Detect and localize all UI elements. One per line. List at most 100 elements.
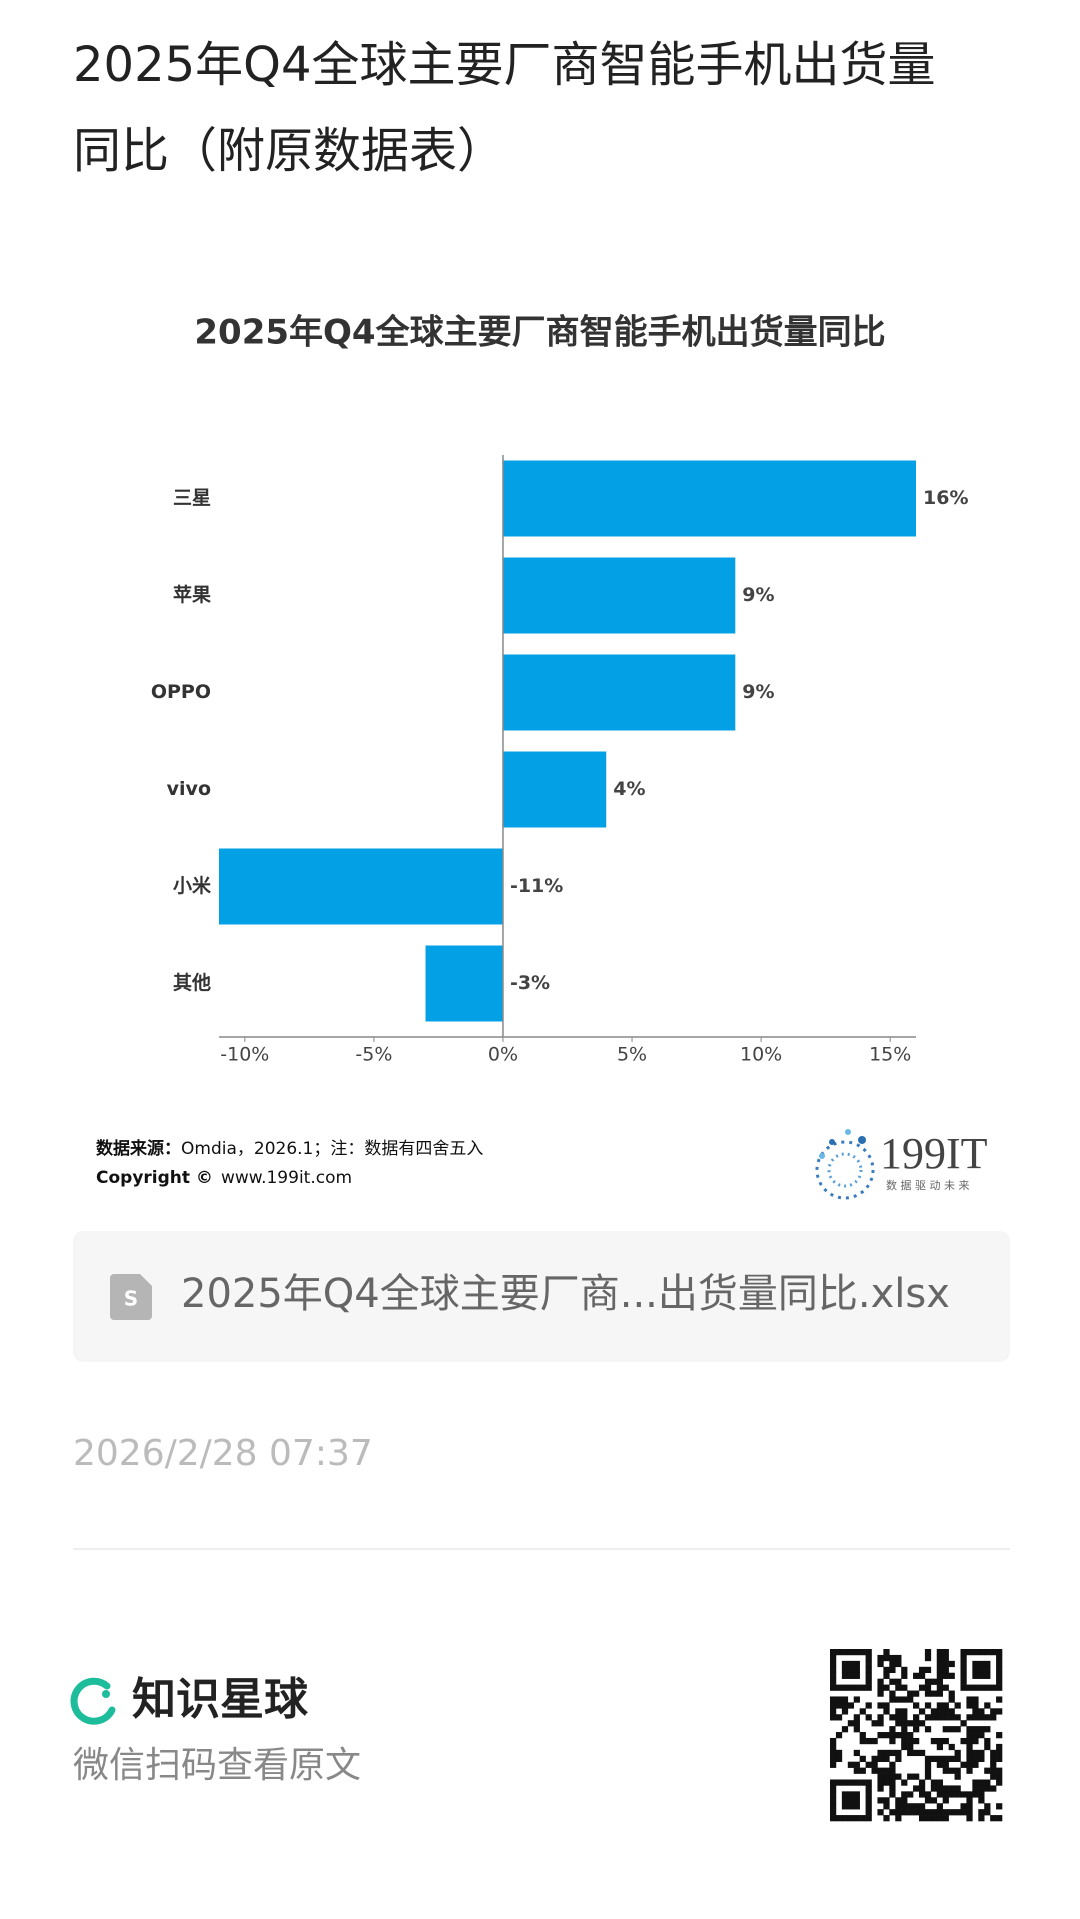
qr-module (948, 1791, 955, 1798)
qr-module (877, 1773, 884, 1780)
qr-module (996, 1767, 1003, 1774)
qr-module (859, 1815, 866, 1822)
qr-module (936, 1785, 943, 1792)
qr-module (966, 1737, 973, 1745)
qr-module (913, 1702, 920, 1709)
value-label: 9% (742, 584, 774, 606)
qr-module (871, 1737, 878, 1745)
qr-module (889, 1666, 896, 1674)
qr-module (936, 1666, 943, 1674)
qr-module (853, 1696, 860, 1703)
qr-module (996, 1815, 1003, 1822)
qr-module (835, 1684, 843, 1691)
qr-module (966, 1649, 973, 1656)
qr-module (984, 1666, 991, 1674)
qr-module (984, 1743, 991, 1751)
qr-module (901, 1791, 908, 1798)
qr-module (841, 1708, 849, 1715)
qr-module (853, 1660, 860, 1668)
qr-module (942, 1815, 949, 1822)
qr-module (865, 1654, 872, 1662)
qr-module (877, 1755, 884, 1762)
qr-module (847, 1684, 855, 1691)
qr-module (877, 1779, 884, 1786)
qr-module (835, 1732, 843, 1739)
qr-module (835, 1755, 843, 1762)
qr-module (883, 1702, 890, 1709)
qr-module (907, 1720, 914, 1727)
qr-module (924, 1797, 932, 1804)
qr-module (960, 1684, 967, 1691)
qr-module (865, 1815, 872, 1822)
qr-module (913, 1714, 920, 1721)
qr-module (830, 1743, 837, 1751)
qr-module (996, 1708, 1003, 1715)
qr-module (830, 1779, 837, 1786)
qr-module (954, 1773, 961, 1780)
qr-module (984, 1767, 991, 1774)
qr-module (996, 1672, 1003, 1679)
qr-module (841, 1660, 849, 1668)
qr-module (972, 1684, 979, 1691)
qr-module (877, 1702, 884, 1709)
qr-module (889, 1726, 896, 1733)
qr-module (883, 1755, 890, 1762)
qr-module (972, 1749, 979, 1757)
qr-module (913, 1809, 920, 1816)
qr-module (978, 1755, 985, 1762)
qr-module (978, 1815, 985, 1822)
attachment-card[interactable] (73, 1231, 1010, 1362)
qr-module (972, 1779, 979, 1786)
qr-module (930, 1678, 938, 1685)
qr-module (942, 1761, 949, 1768)
qr-module (996, 1696, 1003, 1703)
qr-module (847, 1779, 855, 1786)
qr-module (853, 1797, 860, 1804)
qr-module (942, 1649, 949, 1656)
qr-module (841, 1803, 849, 1810)
qr-module (859, 1755, 866, 1762)
qr-module (972, 1732, 979, 1739)
logo-slogan: 数 据 驱 动 未 来 (886, 1178, 969, 1192)
qr-module (907, 1732, 914, 1739)
qr-module (901, 1732, 908, 1739)
qr-module (936, 1714, 943, 1721)
qr-module (877, 1732, 884, 1739)
qr-module (966, 1743, 973, 1751)
qr-module (901, 1743, 908, 1751)
qr-module (841, 1672, 849, 1679)
qr-module (889, 1791, 896, 1798)
qr-module (966, 1761, 973, 1768)
qr-module (984, 1714, 991, 1721)
qr-module (847, 1720, 855, 1727)
qr-module (990, 1708, 997, 1715)
qr-module (984, 1737, 991, 1745)
qr-module (960, 1720, 967, 1727)
qr-module (895, 1678, 902, 1685)
qr-module (948, 1660, 955, 1668)
qr-module (853, 1767, 860, 1774)
qr-module (948, 1755, 955, 1762)
qr-module (913, 1720, 920, 1727)
x-tick-label: 5% (617, 1044, 647, 1066)
qr-module (913, 1726, 920, 1733)
qr-module (895, 1749, 902, 1757)
qr-code[interactable] (830, 1649, 1003, 1822)
qr-module (865, 1702, 872, 1709)
qr-module (835, 1696, 843, 1703)
attachment-name[interactable]: 2025年Q4全球主要厂商...出货量同比.xlsx (181, 1271, 950, 1317)
qr-module (883, 1803, 890, 1810)
qr-module (901, 1708, 908, 1715)
qr-module (996, 1666, 1003, 1674)
qr-module (901, 1809, 908, 1816)
category-label: OPPO (151, 681, 211, 703)
qr-module (966, 1726, 973, 1733)
qr-module (889, 1809, 896, 1816)
qr-module (924, 1690, 932, 1697)
qr-module (978, 1714, 985, 1721)
qr-module (996, 1779, 1003, 1786)
qr-module (907, 1690, 914, 1697)
qr-module (948, 1696, 955, 1703)
logo-name: 199IT (880, 1129, 988, 1178)
qr-module (972, 1714, 979, 1721)
